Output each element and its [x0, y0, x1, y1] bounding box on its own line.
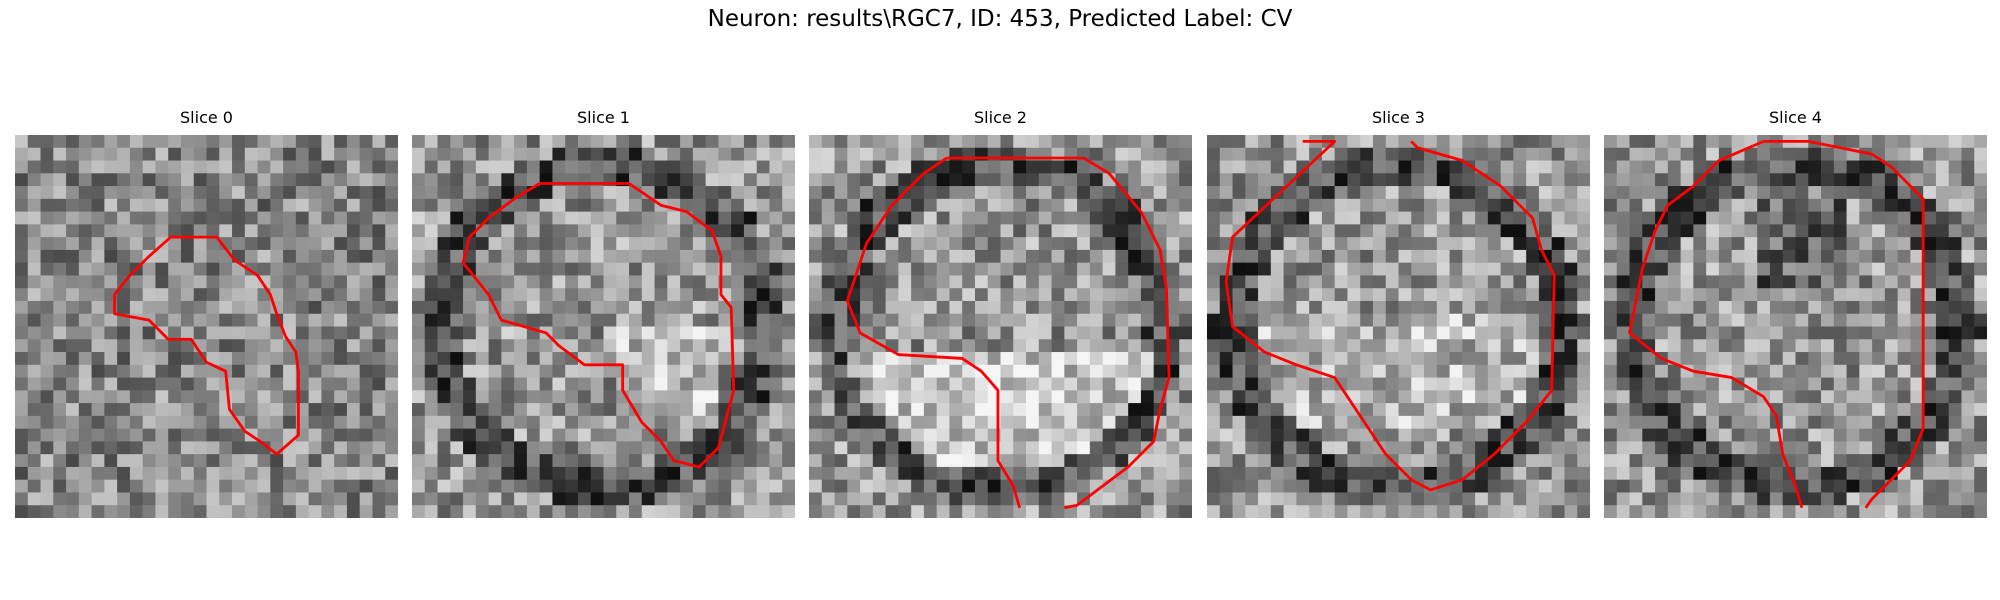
- pixel-grid: [1604, 135, 1987, 518]
- contour-line: [1224, 139, 1556, 492]
- contour-line: [113, 235, 300, 456]
- contour-line: [461, 182, 736, 469]
- contour-line: [1628, 140, 1804, 509]
- slice-image-0: [15, 135, 398, 518]
- figure-title: Neuron: results\RGC7, ID: 453, Predicted…: [707, 6, 1293, 32]
- slice-title: Slice 2: [974, 108, 1027, 127]
- slice-panel-2: Slice 2: [809, 106, 1192, 518]
- contour-line: [1763, 139, 1925, 509]
- pixel-grid: [15, 135, 398, 518]
- slice-title: Slice 4: [1769, 108, 1822, 127]
- slice-panel-3: Slice 3: [1207, 106, 1590, 518]
- slice-image-4: [1604, 135, 1987, 518]
- slice-image-3: [1207, 135, 1590, 518]
- contour-line: [946, 156, 1171, 510]
- slice-panel-4: Slice 4: [1604, 106, 1987, 518]
- slice-panel-0: Slice 0: [15, 106, 398, 518]
- pixel-grid: [1207, 135, 1590, 518]
- pixel-grid: [412, 135, 795, 518]
- slice-image-2: [809, 135, 1192, 518]
- contour-line: [845, 156, 1021, 509]
- slice-panel-1: Slice 1: [412, 106, 795, 518]
- slice-title: Slice 0: [180, 108, 233, 127]
- slice-title: Slice 3: [1372, 108, 1425, 127]
- slice-image-1: [412, 135, 795, 518]
- slice-title: Slice 1: [577, 108, 630, 127]
